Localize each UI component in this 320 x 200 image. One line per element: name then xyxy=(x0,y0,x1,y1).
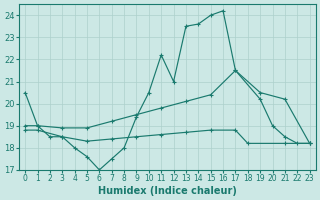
X-axis label: Humidex (Indice chaleur): Humidex (Indice chaleur) xyxy=(98,186,237,196)
